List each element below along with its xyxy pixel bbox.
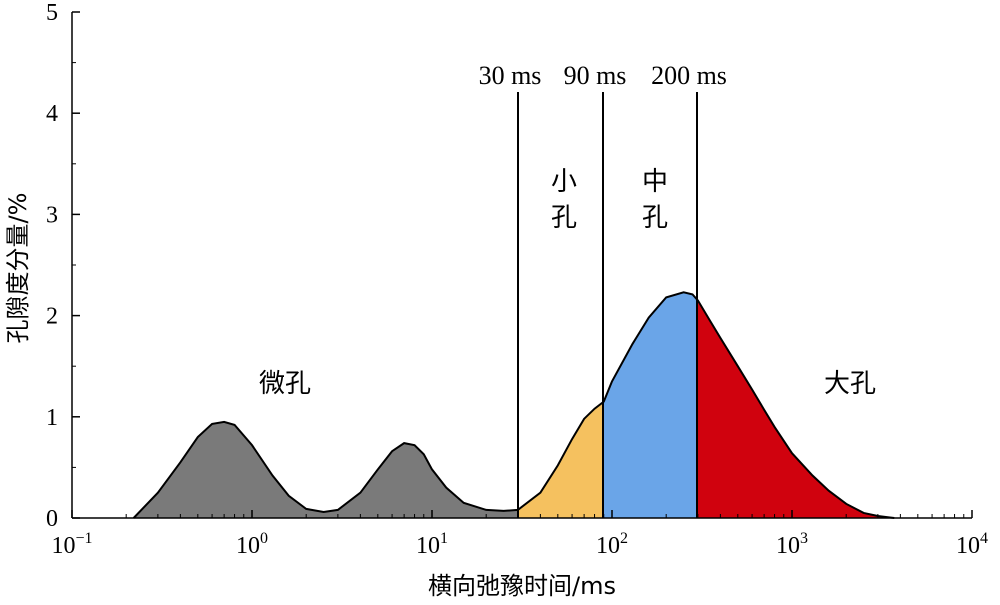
region-label-small-2: 孔 <box>551 203 577 233</box>
x-tick-label-5: 104 <box>956 530 988 559</box>
x-ticks: 10−1 100 101 102 103 104 <box>51 510 988 559</box>
y-tick-label-0: 0 <box>46 506 58 532</box>
x-axis-title: 横向弛豫时间/ms <box>428 572 616 600</box>
region-area-0 <box>133 421 518 518</box>
cutoff-label-1: 90 ms <box>564 61 627 90</box>
region-label-macro: 大孔 <box>824 369 876 399</box>
region-area-3 <box>697 300 895 518</box>
x-tick-label-4: 103 <box>776 530 808 559</box>
distribution-curve <box>132 291 895 519</box>
y-tick-label-1: 1 <box>46 405 58 431</box>
x-tick-label-2: 101 <box>416 530 448 559</box>
y-tick-label-5: 5 <box>46 0 58 26</box>
cutoff-label-0: 30 ms <box>479 61 542 90</box>
region-label-micro: 微孔 <box>259 369 311 399</box>
y-ticks: 0 1 2 3 4 5 <box>46 0 80 532</box>
region-area-2 <box>603 292 698 518</box>
region-area-1 <box>517 401 604 518</box>
region-label-medium-1: 中 <box>642 167 668 197</box>
y-tick-label-2: 2 <box>46 304 58 330</box>
y-tick-label-4: 4 <box>46 101 58 127</box>
cutoff-label-2: 200 ms <box>651 61 727 90</box>
y-tick-label-3: 3 <box>46 202 58 228</box>
region-label-small-1: 小 <box>551 167 577 197</box>
x-tick-label-3: 102 <box>596 530 628 559</box>
region-label-medium-2: 孔 <box>642 203 668 233</box>
y-axis-title: 孔隙度分量/% <box>4 193 32 344</box>
x-tick-label-1: 100 <box>236 530 268 559</box>
region-areas <box>133 292 895 518</box>
cutoff-lines: 30 ms 90 ms 200 ms <box>479 61 727 518</box>
x-tick-label-0: 10−1 <box>51 530 92 559</box>
